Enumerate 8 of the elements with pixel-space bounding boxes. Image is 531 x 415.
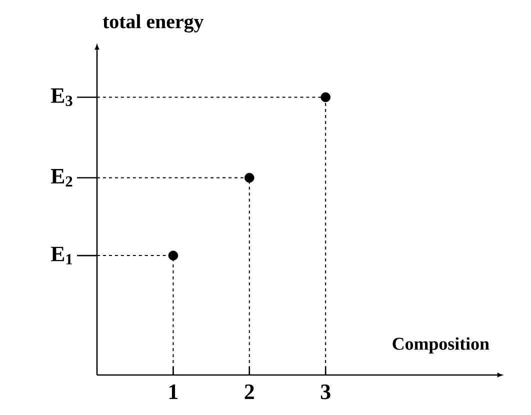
x-axis-title: Composition <box>392 337 490 354</box>
ref-line-label: E$_{2}$ <box>50 169 72 186</box>
ref-line-label: E$_{1}$ <box>50 246 72 264</box>
x-tick-label: 2 <box>244 384 254 400</box>
x-tick-label: 1 <box>169 384 178 399</box>
ref-line-label: E$_{3}$ <box>50 88 72 106</box>
y-axis-title: total energy <box>102 14 204 32</box>
x-tick-label: 3 <box>320 384 330 400</box>
